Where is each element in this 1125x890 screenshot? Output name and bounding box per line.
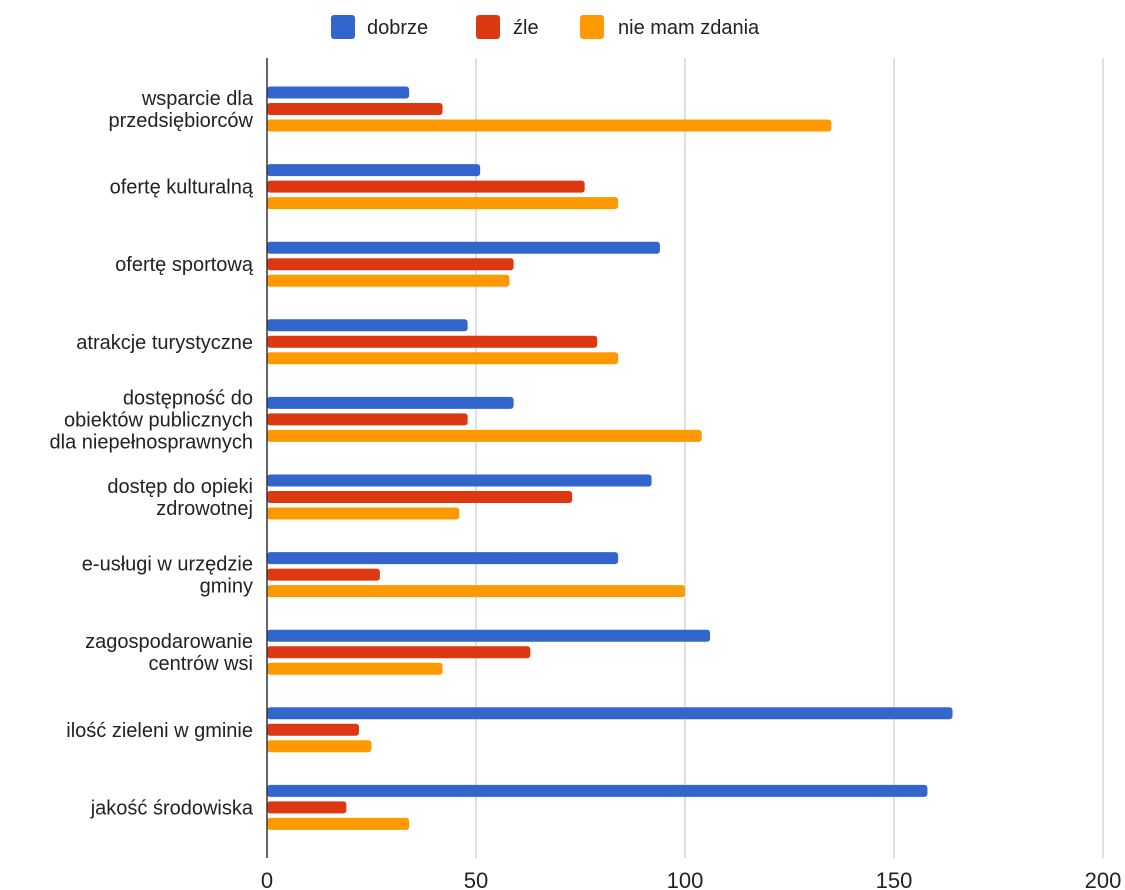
- category-label-line: ofertę sportową: [115, 254, 254, 276]
- bar-nie-mam-zdania-1: [267, 197, 619, 210]
- category-label: dostępność do obiektów publicznych dla nie…: [50, 387, 253, 453]
- bars: [267, 86, 953, 830]
- category-label-line: ilość zieleni w gminie: [66, 720, 253, 742]
- legend-swatch-2: [580, 15, 604, 39]
- bar-dobrze-1: [267, 164, 481, 177]
- category-label: e-usługi w urzędzie gminy: [82, 554, 253, 598]
- category-label-line: wsparcie dla: [141, 88, 254, 110]
- bar-źle-5: [267, 491, 573, 503]
- legend-label: źle: [513, 17, 539, 39]
- bar-źle-1: [267, 180, 585, 193]
- bar-dobrze-0: [267, 86, 410, 99]
- bar-źle-2: [267, 258, 514, 271]
- category-label-line: dostęp do opieki: [107, 476, 253, 498]
- category-label: jakość środowiska: [90, 797, 254, 819]
- x-tick-label: 150: [876, 868, 913, 890]
- bar-nie-mam-zdania-3: [267, 352, 619, 365]
- bar-dobrze-2: [267, 241, 660, 254]
- x-tick-label: 100: [667, 868, 704, 890]
- category-label: ofertę kulturalną: [110, 177, 254, 199]
- legend: dobrze źle nie mam zdania: [331, 15, 760, 39]
- category-label-line: przedsiębiorców: [108, 110, 253, 132]
- category-label-line: jakość środowiska: [90, 797, 254, 819]
- category-label-line: zdrowotnej: [156, 498, 253, 520]
- category-label-line: atrakcje turystyczne: [76, 332, 253, 354]
- bar-źle-9: [267, 801, 347, 814]
- bar-źle-4: [267, 413, 468, 426]
- bar-nie-mam-zdania-2: [267, 274, 510, 287]
- bar-nie-mam-zdania-9: [267, 817, 410, 830]
- bar-dobrze-9: [267, 784, 928, 797]
- bar-dobrze-5: [267, 474, 652, 487]
- bar-dobrze-4: [267, 396, 514, 409]
- category-label-line: obiektów publicznych: [64, 409, 253, 431]
- category-label: wsparcie dla przedsiębiorców: [108, 88, 253, 132]
- bar-nie-mam-zdania-0: [267, 119, 832, 132]
- legend-swatch-1: [476, 15, 500, 39]
- bar-źle-3: [267, 335, 598, 348]
- category-label-line: ofertę kulturalną: [110, 177, 254, 199]
- bar-dobrze-8: [267, 707, 953, 720]
- bar-dobrze-3: [267, 319, 468, 332]
- category-labels: wsparcie dla przedsiębiorców ofertę kultur…: [50, 88, 254, 819]
- bar-nie-mam-zdania-8: [267, 740, 372, 753]
- legend-swatch-0: [331, 15, 355, 39]
- x-tick-labels: 0 50 100 150 200: [261, 868, 1121, 890]
- category-label-line: dostępność do: [123, 387, 253, 409]
- category-label-line: dla niepełnosprawnych: [50, 431, 253, 453]
- bar-źle-7: [267, 646, 531, 659]
- category-label: ilość zieleni w gminie: [66, 720, 253, 742]
- x-tick-label: 0: [261, 868, 273, 890]
- bar-nie-mam-zdania-4: [267, 429, 702, 442]
- category-label-line: centrów wsi: [149, 653, 253, 675]
- bar-źle-0: [267, 103, 443, 115]
- bar-dobrze-6: [267, 552, 619, 565]
- bar-nie-mam-zdania-6: [267, 585, 685, 598]
- bar-źle-6: [267, 568, 380, 581]
- bar-źle-8: [267, 723, 359, 736]
- x-tick-label: 50: [464, 868, 488, 890]
- bar-nie-mam-zdania-5: [267, 507, 460, 520]
- bar-dobrze-7: [267, 629, 711, 642]
- category-label: ofertę sportową: [115, 254, 254, 276]
- category-label: atrakcje turystyczne: [76, 332, 253, 354]
- category-label-line: gminy: [200, 576, 253, 598]
- category-label-line: e-usługi w urzędzie: [82, 554, 253, 576]
- category-label: dostęp do opieki zdrowotnej: [107, 476, 253, 520]
- category-label-line: zagospodarowanie: [85, 631, 253, 653]
- bar-nie-mam-zdania-7: [267, 662, 443, 675]
- legend-label: dobrze: [367, 17, 428, 39]
- gridlines: [475, 58, 1104, 858]
- x-tick-label: 200: [1085, 868, 1122, 890]
- category-label: zagospodarowanie centrów wsi: [85, 631, 253, 675]
- legend-label: nie mam zdania: [618, 17, 760, 39]
